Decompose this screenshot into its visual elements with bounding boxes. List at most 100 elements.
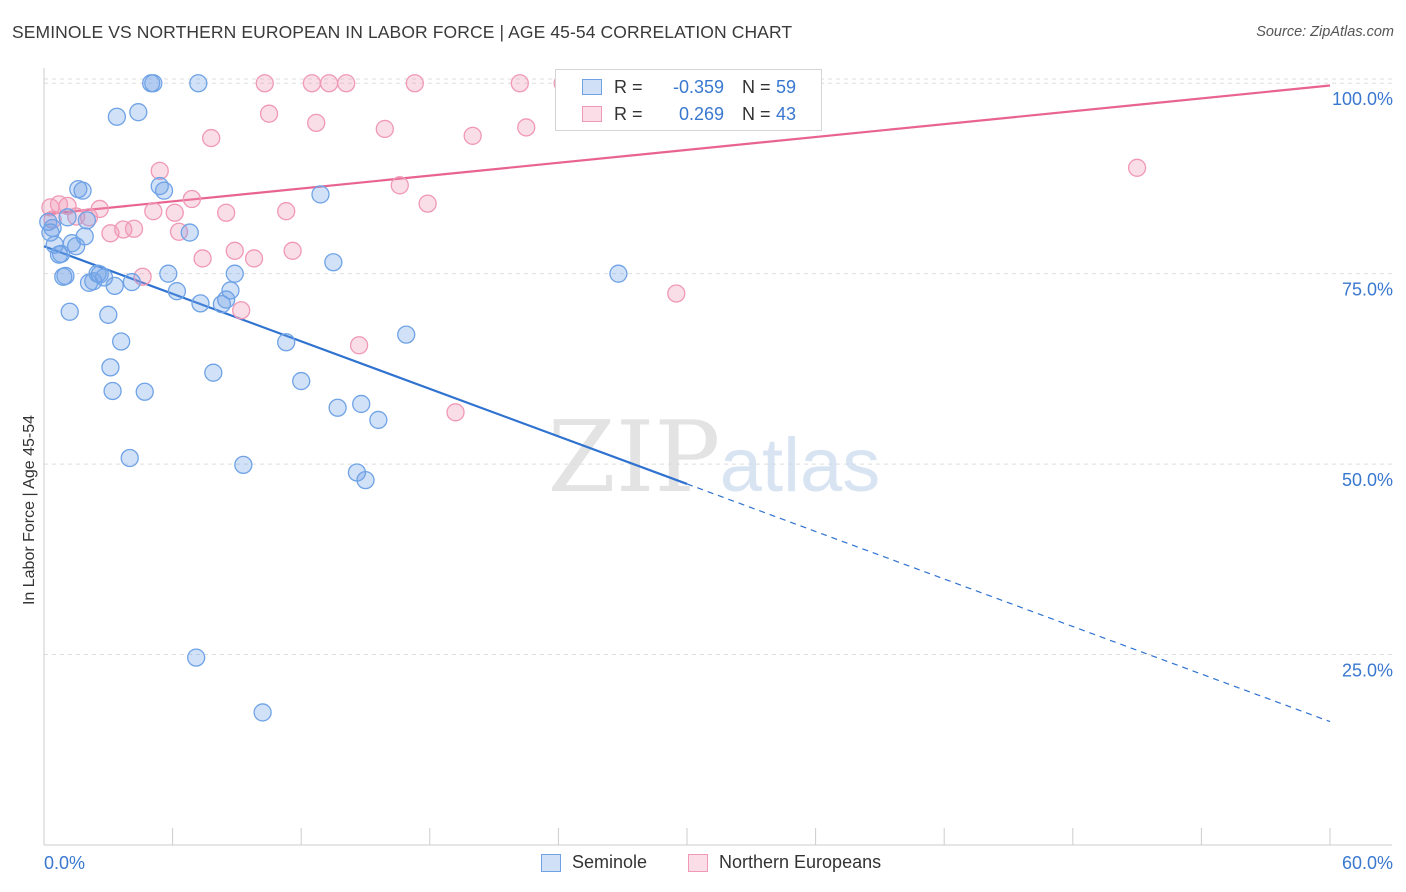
seminole-point <box>167 282 187 301</box>
x-tick-label: 60.0% <box>1342 853 1393 873</box>
northern-european-point <box>463 126 482 145</box>
northern-european-point <box>193 249 212 268</box>
northern-european-point <box>375 119 394 139</box>
legend-row-seminole: R = -0.359 N = 59 <box>556 74 796 100</box>
legend-n-value: 59 <box>776 76 797 97</box>
seminole-point <box>311 185 330 204</box>
y-tick-label: 50.0% <box>1342 470 1393 490</box>
seminole-point <box>356 470 375 490</box>
seminole-point <box>103 381 122 401</box>
northern-european-point <box>182 189 202 209</box>
series-legend: Seminole Northern Europeans <box>0 852 1406 876</box>
legend-swatch-northern-europeans <box>582 106 602 122</box>
axes <box>43 68 1392 846</box>
seminole-point <box>107 107 127 126</box>
seminole-point <box>328 398 347 417</box>
y-tick-label: 25.0% <box>1342 661 1393 681</box>
northern-european-point <box>307 113 326 132</box>
northern-european-point <box>225 241 244 260</box>
legend-swatch-seminole <box>582 79 602 95</box>
seminole-point <box>77 211 97 230</box>
seminole-point <box>105 276 124 296</box>
northern-european-point <box>283 241 302 260</box>
northern-european-point <box>124 219 144 238</box>
seminole-point <box>99 305 118 324</box>
seminole-point <box>101 358 120 377</box>
legend-n-label: N = <box>742 76 771 97</box>
northern-european-point <box>144 202 163 221</box>
seminole-point <box>253 703 272 722</box>
northern-european-point <box>150 161 169 180</box>
seminole-point <box>154 181 174 200</box>
watermark: ZIP atlas <box>548 401 881 515</box>
legend-r-label: R = <box>614 103 643 124</box>
seminole-point <box>73 181 92 200</box>
watermark-atlas: atlas <box>720 423 881 508</box>
correlation-legend: R = -0.359 N = 59 R = 0.269 N = 43 <box>555 69 822 131</box>
northern-europeans-trend-line <box>43 84 1331 216</box>
northern-european-point <box>405 74 424 93</box>
source-label: Source: ZipAtlas.com <box>1256 24 1394 40</box>
seminole-point <box>135 382 154 401</box>
seminole-point <box>609 264 628 283</box>
seminole-point <box>122 272 142 292</box>
northern-european-point <box>517 118 536 137</box>
seminole-point <box>189 74 208 93</box>
northern-european-point <box>165 203 184 222</box>
northern-european-point <box>390 176 409 195</box>
seminole-point <box>324 253 343 272</box>
legend-item-northern-europeans: Northern Europeans <box>688 852 881 873</box>
trend-lines <box>43 84 1331 723</box>
northern-european-point <box>244 249 264 268</box>
seminole-point <box>129 103 148 122</box>
seminole-point <box>75 227 94 246</box>
seminole-point <box>39 212 58 232</box>
seminole-point <box>112 332 131 351</box>
gridlines <box>44 78 1392 656</box>
northern-european-point <box>349 336 369 355</box>
northern-european-point <box>418 194 437 213</box>
seminole-point <box>180 223 199 242</box>
x-tick-label: 0.0% <box>44 853 85 873</box>
chart-title: SEMINOLE VS NORTHERN EUROPEAN IN LABOR F… <box>12 22 793 42</box>
seminole-point <box>191 294 210 313</box>
seminole-point <box>277 333 296 352</box>
seminole-point <box>204 363 223 382</box>
y-axis-label: In Labor Force | Age 45-54 <box>21 414 38 606</box>
legend-r-value: -0.359 <box>672 76 724 97</box>
northern-european-point <box>1127 158 1147 177</box>
northern-european-point <box>202 128 221 148</box>
legend-item-seminole: Seminole <box>541 852 647 873</box>
seminole-point <box>56 266 75 286</box>
seminole-point <box>352 394 371 414</box>
seminole-point <box>397 325 416 344</box>
legend-n-value: 43 <box>776 103 797 124</box>
seminole-point <box>217 290 236 309</box>
northern-european-point <box>319 74 339 93</box>
x-tick-labels: 0.0% 60.0% <box>44 853 1393 873</box>
northern-european-point <box>667 284 686 303</box>
legend-label-seminole: Seminole <box>572 852 648 872</box>
northern-european-point <box>217 203 236 222</box>
seminole-point <box>60 302 79 321</box>
seminole-point <box>120 448 139 468</box>
watermark-zip: ZIP <box>548 401 721 515</box>
seminole-point <box>221 281 240 300</box>
northern-european-point <box>510 74 529 93</box>
seminole-point <box>58 208 77 227</box>
northern-european-point <box>90 199 109 219</box>
northern-european-point <box>255 74 274 93</box>
seminole-point <box>292 371 311 391</box>
y-tick-label: 75.0% <box>1342 280 1393 300</box>
northern-european-point <box>259 104 279 123</box>
seminole-point <box>144 74 163 93</box>
seminole-point <box>225 264 244 283</box>
seminole-point <box>234 455 253 475</box>
northern-european-point <box>277 202 296 221</box>
northern-european-point <box>337 74 356 93</box>
seminole-point <box>369 410 388 430</box>
seminole-point <box>159 264 178 283</box>
legend-r-label: R = <box>614 76 643 97</box>
seminole-trend-extension <box>686 483 1331 723</box>
